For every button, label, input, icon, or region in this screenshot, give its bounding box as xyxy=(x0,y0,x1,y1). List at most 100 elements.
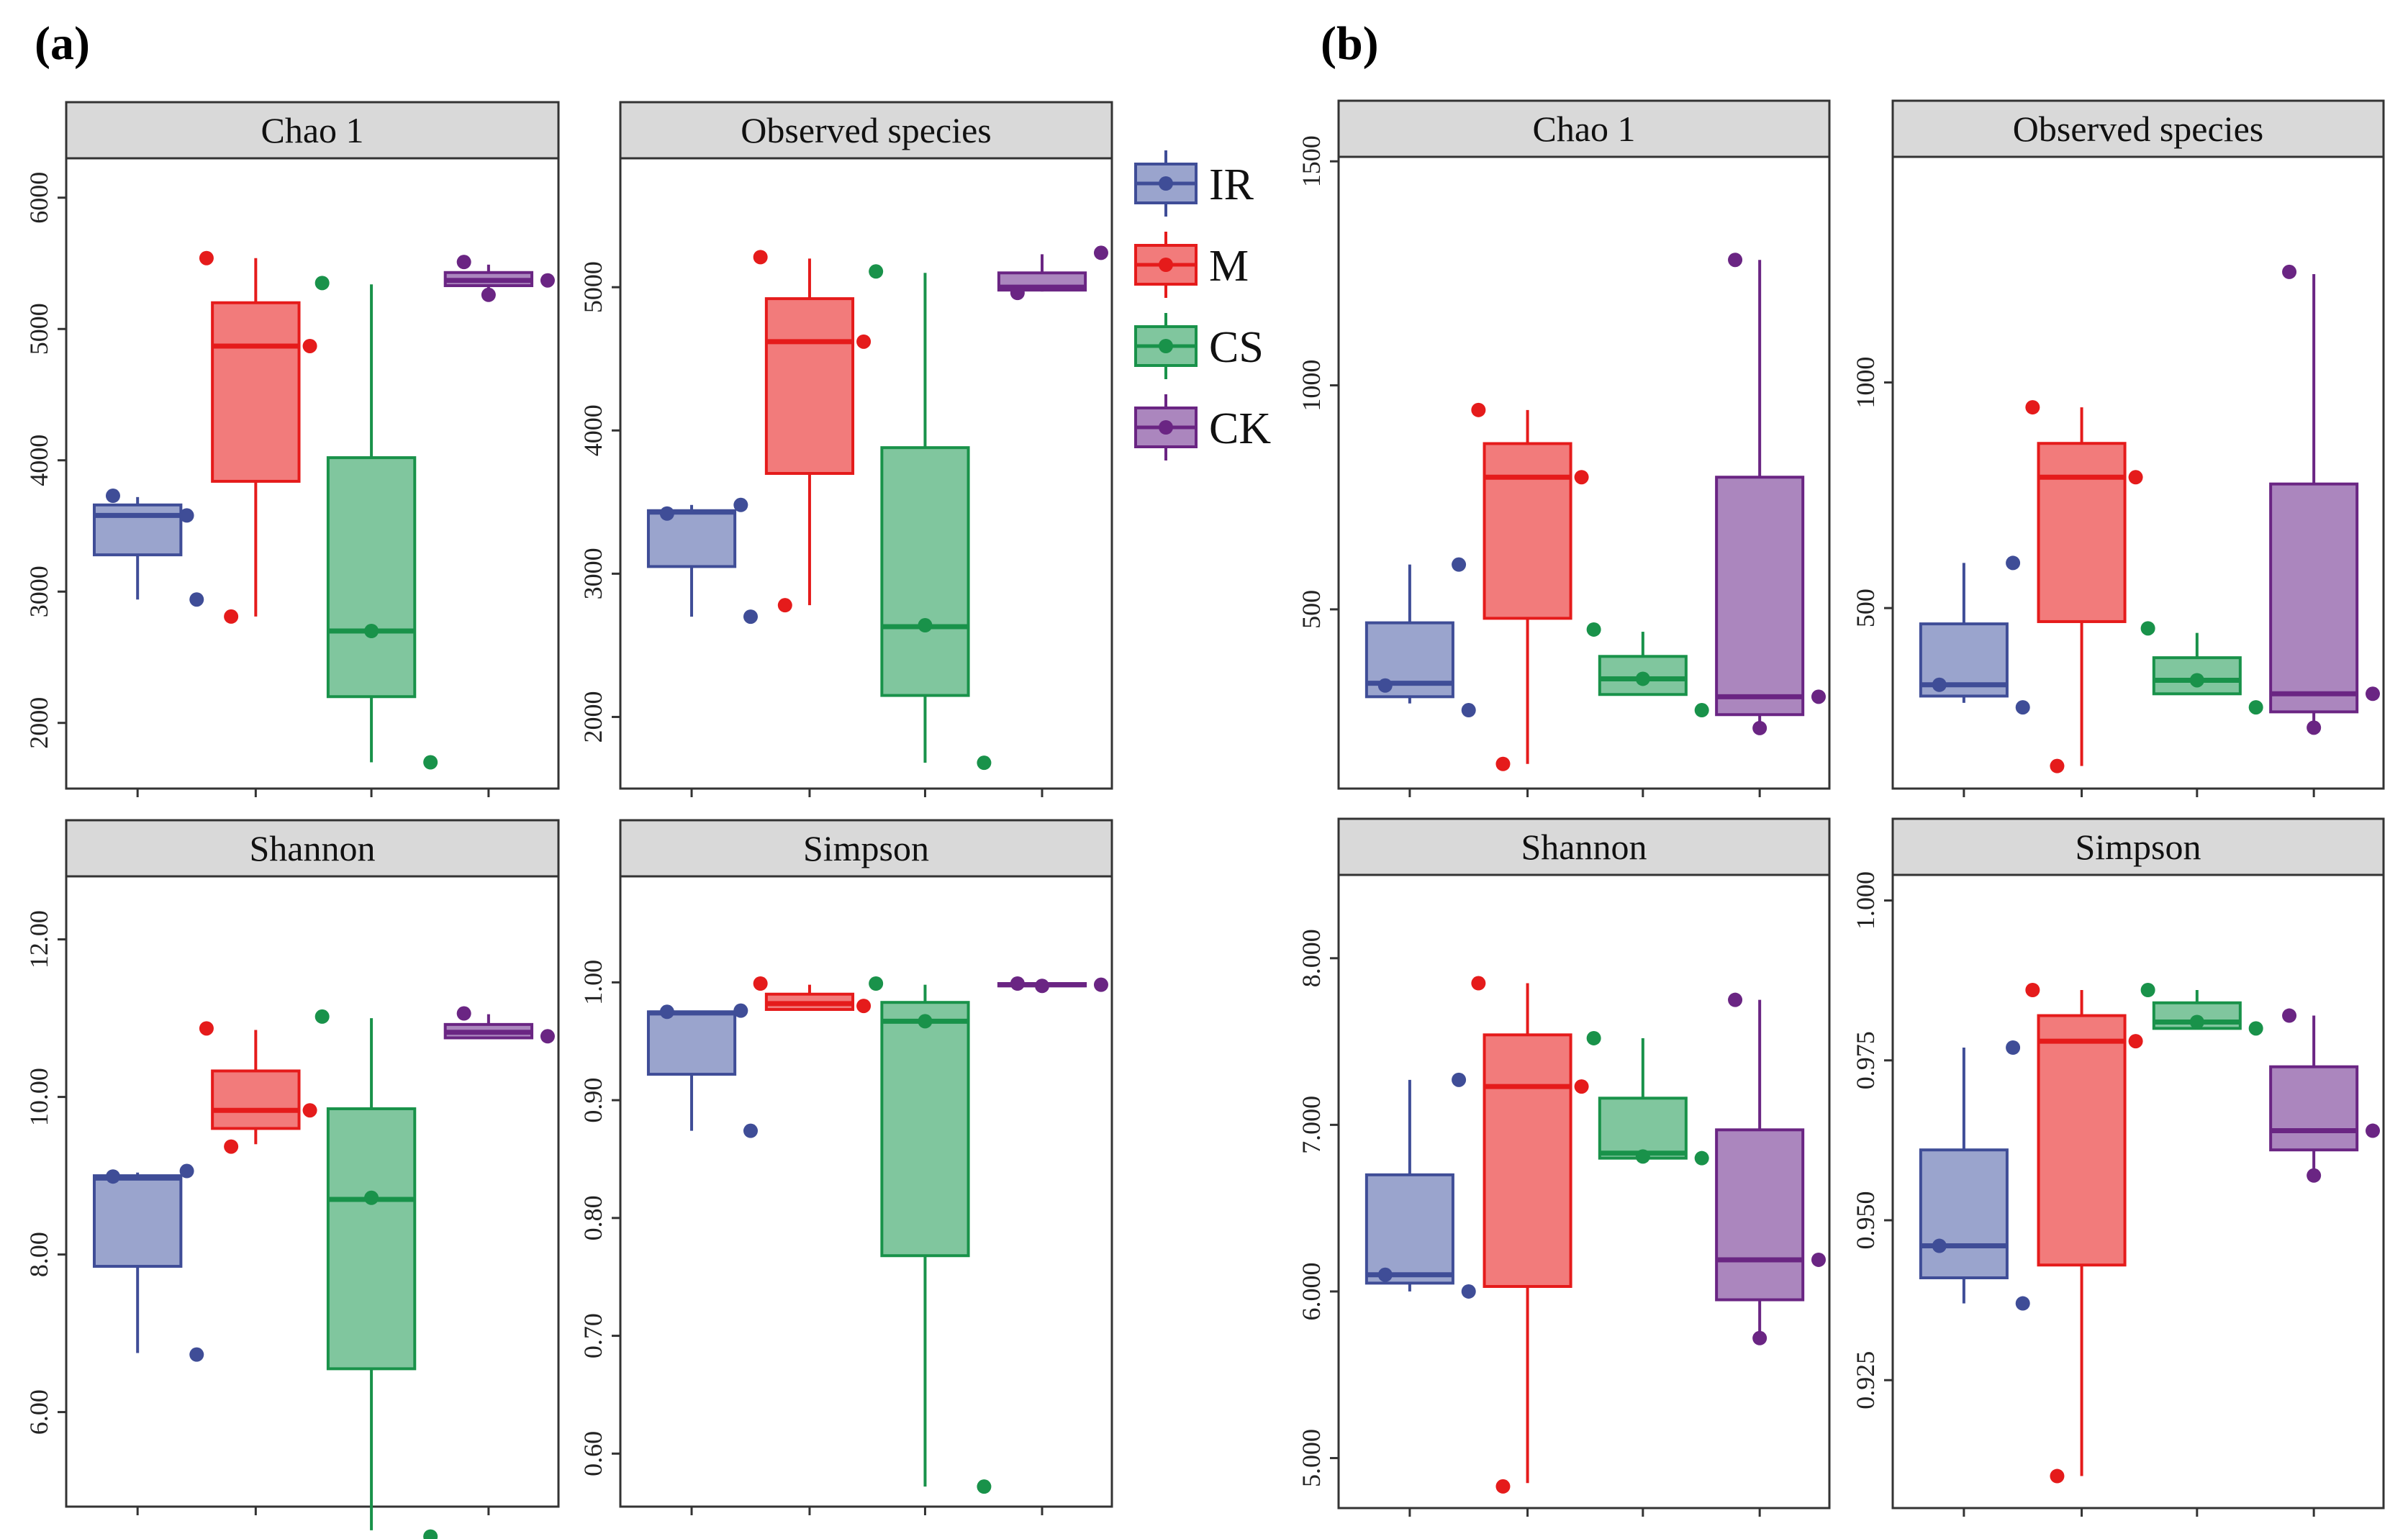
y-tick-label: 0.60 xyxy=(579,1431,607,1476)
data-point xyxy=(869,976,884,991)
box-M xyxy=(1471,402,1589,771)
data-point xyxy=(2307,1168,2322,1183)
box-CS xyxy=(314,276,438,770)
y-tick-label: 1000 xyxy=(1297,360,1326,412)
y-tick-label: 2000 xyxy=(24,697,53,749)
data-point xyxy=(1377,678,1393,693)
data-point xyxy=(1752,1330,1767,1345)
box-IR xyxy=(1919,1040,2030,1311)
box-IR xyxy=(92,489,204,607)
legend-item-M: M xyxy=(1134,232,1249,298)
data-point xyxy=(364,624,379,638)
data-point xyxy=(540,1029,555,1044)
data-point xyxy=(753,976,768,991)
box-CS xyxy=(869,264,992,771)
box-iqr xyxy=(1919,1148,2009,1279)
data-point xyxy=(2365,1123,2380,1138)
box-iqr xyxy=(92,503,183,557)
box-IR xyxy=(646,1003,758,1138)
data-point xyxy=(2365,686,2380,702)
data-point xyxy=(2128,470,2143,485)
data-point xyxy=(1461,1284,1476,1299)
y-tick-label: 1500 xyxy=(1297,135,1326,187)
data-point xyxy=(302,338,317,353)
data-point xyxy=(1635,671,1650,686)
y-tick-label: 7.000 xyxy=(1297,1096,1326,1154)
panel-strip xyxy=(1337,817,1831,876)
legend-point xyxy=(1159,339,1173,353)
data-point xyxy=(743,1123,758,1138)
data-point xyxy=(1728,992,1743,1007)
y-tick-label: 6000 xyxy=(24,172,53,224)
data-point xyxy=(1574,1079,1589,1094)
data-point xyxy=(2015,700,2030,715)
figure-label-b: (b) xyxy=(1321,17,1379,70)
box-CK xyxy=(1715,253,1826,735)
box-iqr xyxy=(880,446,970,697)
box-IR xyxy=(1364,1072,1476,1299)
data-point xyxy=(1495,756,1511,771)
plot-frame xyxy=(619,157,1113,790)
box-CK xyxy=(443,255,555,302)
data-point xyxy=(1811,1252,1826,1267)
panel-b-shannon: Shannon 5.000 6.000 7.000 8.000 xyxy=(1297,817,1831,1517)
y-tick-label: 3000 xyxy=(24,566,53,617)
box-CK xyxy=(2269,1008,2380,1183)
data-point xyxy=(179,508,194,523)
box-iqr xyxy=(1483,1033,1572,1288)
panel-b-observed: Observed species 500 1000 xyxy=(1851,99,2385,797)
y-tick-label: 500 xyxy=(1297,590,1326,629)
legend-label: CK xyxy=(1209,404,1271,453)
data-point xyxy=(1377,1267,1393,1282)
y-tick-label: 4000 xyxy=(579,404,607,456)
box-CS xyxy=(2140,983,2263,1036)
y-tick-label: 1.000 xyxy=(1851,871,1880,930)
y-tick-label: 1.00 xyxy=(579,960,607,1005)
data-point xyxy=(199,1021,214,1036)
data-point xyxy=(105,1169,120,1184)
data-point xyxy=(659,506,674,521)
box-iqr xyxy=(92,1174,183,1268)
box-CS xyxy=(869,976,992,1494)
data-point xyxy=(189,1347,204,1362)
data-point xyxy=(2282,264,2297,279)
data-point xyxy=(314,1009,330,1024)
panels: Chao 1 2000 3000 4000 5000 6000 Observed speci… xyxy=(24,99,2385,1539)
box-CS xyxy=(1586,622,1709,718)
box-CK xyxy=(997,245,1108,301)
data-point xyxy=(456,255,471,270)
box-iqr xyxy=(1364,1173,1454,1285)
y-tick-label: 8.000 xyxy=(1297,929,1326,987)
panel-a-simpson: Simpson 0.60 0.70 0.80 0.90 1.00 xyxy=(579,819,1113,1515)
box-IR xyxy=(1919,555,2030,715)
data-point xyxy=(2282,1008,2297,1023)
box-M xyxy=(753,250,872,613)
data-point xyxy=(777,598,792,613)
data-point xyxy=(1932,1238,1947,1253)
y-tick-label: 2000 xyxy=(579,691,607,743)
data-point xyxy=(977,755,992,771)
panel-b-chao1: Chao 1 500 1000 1500 xyxy=(1297,99,1831,797)
data-point xyxy=(2006,555,2021,571)
legend-item-CK: CK xyxy=(1134,394,1271,460)
box-CS xyxy=(314,1009,438,1539)
data-point xyxy=(456,1006,471,1021)
data-point xyxy=(2248,1021,2263,1036)
data-point xyxy=(199,250,214,265)
data-point xyxy=(2128,1034,2143,1049)
box-iqr xyxy=(646,1010,737,1076)
y-tick-label: 6.000 xyxy=(1297,1262,1326,1320)
y-tick-label: 3000 xyxy=(579,548,607,599)
box-M xyxy=(199,250,317,624)
data-point xyxy=(2025,400,2040,415)
y-tick-label: 4000 xyxy=(24,435,53,486)
data-point xyxy=(1586,1030,1601,1045)
legend-point xyxy=(1159,258,1173,272)
data-point xyxy=(105,489,120,504)
panel-strip xyxy=(65,819,560,878)
box-iqr xyxy=(2037,1014,2127,1267)
data-point xyxy=(1471,976,1486,991)
panel-title: Chao 1 xyxy=(261,110,363,150)
plot-frame xyxy=(65,157,560,790)
